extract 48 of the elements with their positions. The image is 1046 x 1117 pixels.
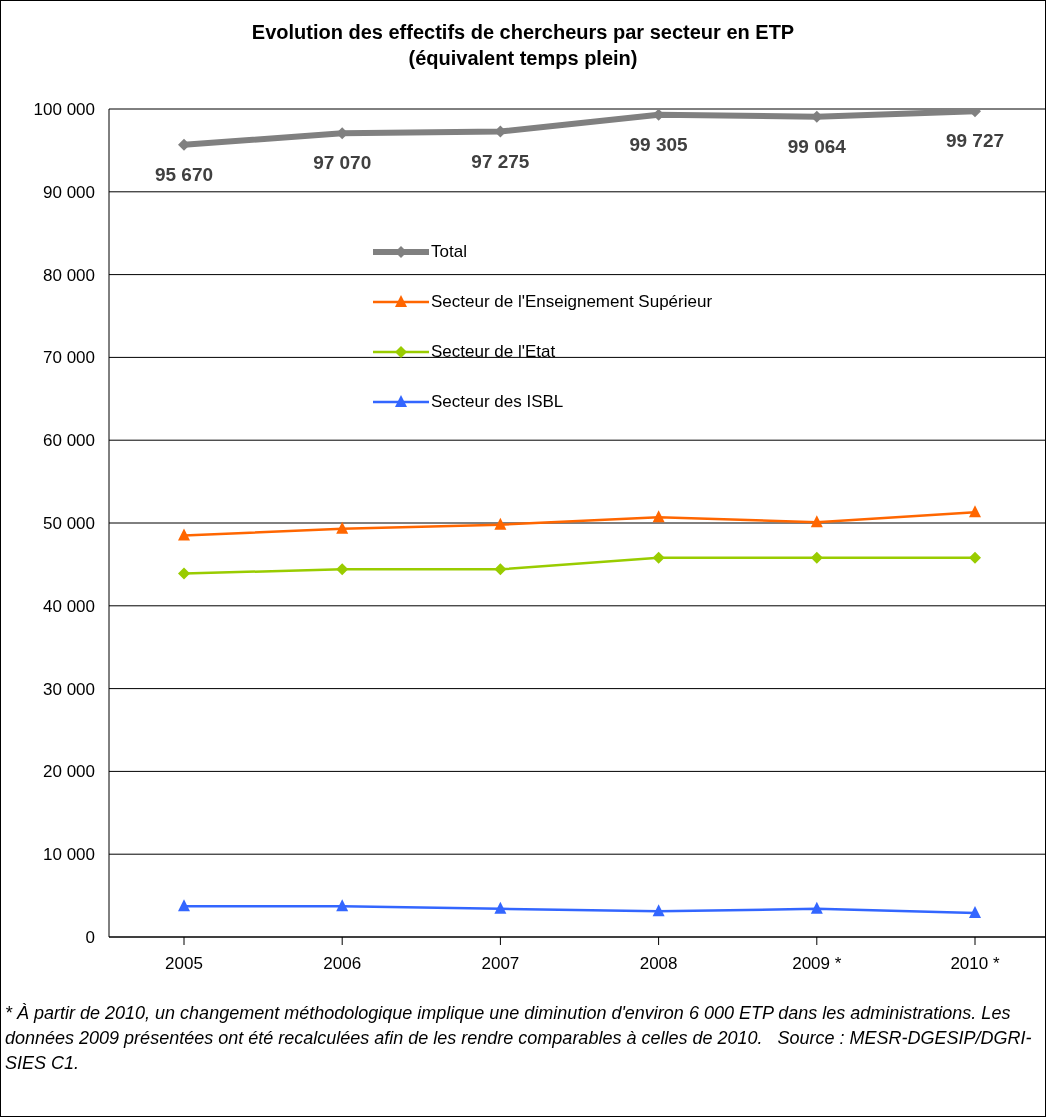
- chart-title: Evolution des effectifs de chercheurs par secteur en ETP: [250, 20, 796, 45]
- point: [494, 517, 507, 530]
- point: [810, 901, 823, 914]
- y-tick-label: 80 000: [43, 265, 95, 285]
- x-tick-label: 2010 *: [950, 954, 1000, 974]
- x-tick-label: 2006: [323, 954, 362, 974]
- y-tick-label: 70 000: [43, 348, 95, 368]
- point: [652, 904, 665, 917]
- point: [336, 899, 349, 912]
- data-label: 99 727: [945, 130, 1005, 152]
- data-label: 95 670: [154, 163, 214, 185]
- legend-label: Secteur de l'Etat: [431, 342, 556, 362]
- point: [652, 551, 665, 564]
- y-tick-label: 40 000: [43, 596, 95, 616]
- point: [178, 899, 190, 912]
- data-label: 97 275: [471, 150, 530, 172]
- y-tick-label: 30 000: [43, 679, 95, 699]
- data-label: 99 305: [629, 133, 689, 155]
- legend-label: Secteur de l'Enseignement Supérieur: [431, 292, 713, 312]
- y-tick-label: 20 000: [43, 762, 95, 782]
- x-tick-label: 2009 *: [792, 954, 842, 974]
- point: [969, 905, 981, 918]
- y-tick-label: 60 000: [43, 431, 95, 451]
- point: [178, 567, 190, 580]
- data-label: 97 070: [313, 152, 372, 174]
- point: [652, 510, 665, 523]
- legend-label: Total: [431, 242, 467, 262]
- point: [810, 551, 823, 564]
- y-tick-label: 0: [85, 928, 95, 948]
- point: [336, 521, 349, 534]
- x-tick-label: 2007: [481, 954, 520, 974]
- y-tick-label: 90 000: [43, 182, 95, 202]
- y-tick-label: 10 000: [43, 845, 95, 865]
- chart-subtitle: (équivalent temps plein): [407, 46, 639, 71]
- point: [178, 528, 190, 541]
- point: [494, 901, 507, 914]
- x-tick-label: 2008: [639, 954, 678, 974]
- point: [494, 563, 507, 576]
- x-tick-label: 2005: [165, 954, 203, 974]
- point: [810, 515, 823, 528]
- point: [969, 505, 981, 518]
- y-tick-label: 50 000: [43, 514, 95, 534]
- text: * À partir de 2010, un changement méthodologique implique une diminution d'environ 6 000 ETP dans les administrations. Les données 2009 présentées ont été recalculées afin de les rendre comparables à celles de 2010. Source : MESR-DGESIP/DGRI-SIES C1.: [5, 1002, 1033, 1075]
- y-tick-label: 100 000: [33, 100, 95, 120]
- legend-label: Secteur des ISBL: [431, 392, 564, 412]
- point: [969, 551, 981, 564]
- data-label: 99 064: [787, 135, 847, 157]
- point: [336, 563, 349, 576]
